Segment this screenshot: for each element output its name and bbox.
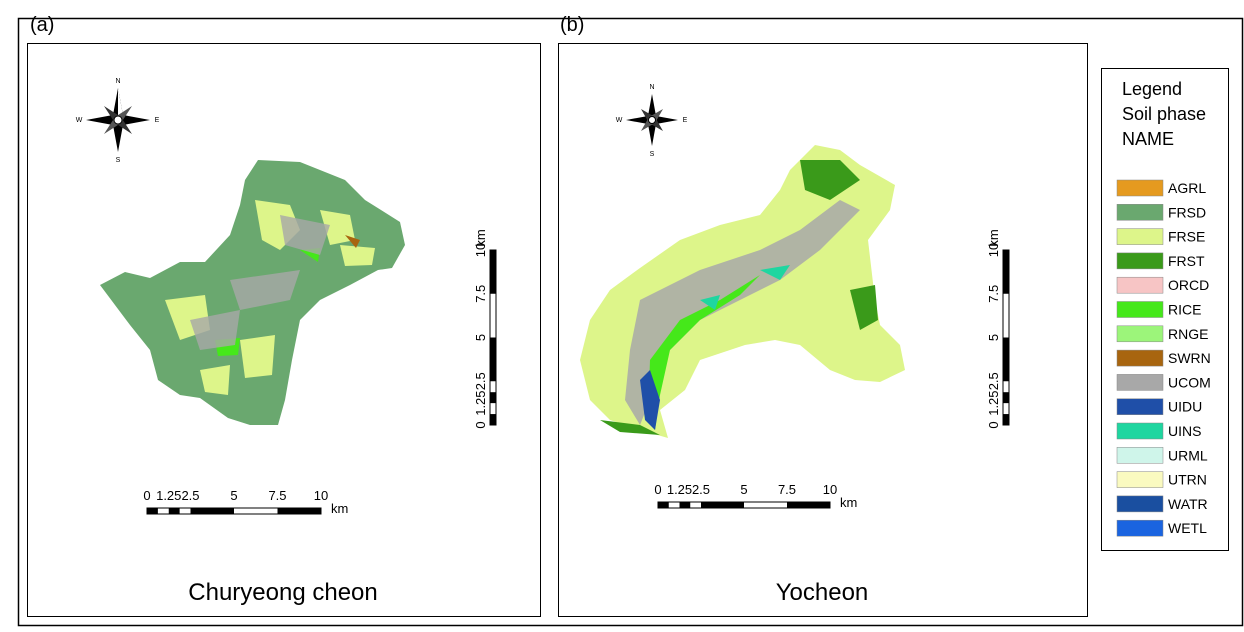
scale-label: 10 [473, 243, 488, 257]
legend-swatch [1116, 276, 1164, 294]
compass-s: S [650, 151, 655, 158]
legend-swatch [1116, 204, 1164, 221]
scale-label: 5 [740, 482, 747, 497]
legend-item-label: RICE [1168, 302, 1201, 318]
scale-label: 5 [230, 488, 237, 503]
legend-item-label: UCOM [1168, 374, 1211, 390]
scale-label: 2.5 [181, 488, 199, 503]
scale-label: 0 [654, 482, 661, 497]
map-frame-a [27, 43, 541, 617]
legend-item-label: FRSD [1168, 204, 1206, 220]
scale-label: 2.5 [986, 372, 1001, 390]
legend-field: NAME [1122, 129, 1174, 149]
scale-label: 2.5 [473, 372, 488, 390]
panel-label: (b) [560, 14, 584, 36]
legend-item-label: UIDU [1168, 399, 1202, 415]
legend-swatch [1116, 252, 1164, 270]
legend-item-label: WATR [1168, 496, 1208, 512]
legend-swatch [1116, 228, 1164, 245]
legend-item-label: RNGE [1168, 326, 1208, 342]
legend-swatch [1116, 398, 1164, 415]
legend-title: Legend [1122, 79, 1182, 99]
compass-rose-b [626, 94, 678, 146]
scale-label: 7.5 [778, 482, 796, 497]
legend-swatch [1116, 374, 1164, 391]
legend-swatch [1116, 422, 1164, 440]
compass-w: W [76, 117, 83, 124]
scale-bar-segment [1003, 337, 1009, 382]
legend-swatch [1116, 519, 1164, 537]
scale-label: 0 [143, 488, 150, 503]
scale-bar-segment [277, 508, 321, 514]
compass-n: N [649, 84, 654, 91]
legend-swatch [1116, 179, 1164, 197]
scale-label: 2.5 [692, 482, 710, 497]
scale-bar-segment [679, 502, 691, 508]
map-frame-b [558, 43, 1088, 617]
legend-swatch [1116, 471, 1164, 488]
scale-bar-segment [190, 508, 234, 514]
scale-unit: km [986, 229, 1001, 246]
scale-unit: km [473, 229, 488, 246]
scale-bar-segment [168, 508, 180, 514]
scale-bar-segment [658, 502, 669, 508]
scale-label: 1.25 [473, 390, 488, 415]
legend-item-label: AGRL [1168, 180, 1206, 196]
legend-swatch [1116, 447, 1164, 464]
compass-rose-a [86, 88, 150, 152]
legend-frame [1101, 68, 1229, 551]
legend-subtitle: Soil phase [1122, 104, 1206, 124]
scale-label: 1.25 [156, 488, 181, 503]
scale-bar-segment [490, 337, 496, 382]
compass-e: E [155, 117, 160, 124]
figure-frame [17, 17, 1244, 627]
scale-bar-segment [490, 250, 496, 294]
map-caption: Yocheon [776, 579, 869, 606]
scale-bar-segment [490, 392, 496, 404]
legend-swatch [1116, 495, 1164, 513]
scale-label: 7.5 [268, 488, 286, 503]
scale-bar-segment [490, 414, 496, 425]
legend-item-label: UTRN [1168, 472, 1207, 488]
legend-item-label: SWRN [1168, 350, 1211, 366]
scale-label: 10 [986, 243, 1001, 257]
scale-label: 5 [473, 334, 488, 341]
scale-label: 1.25 [667, 482, 692, 497]
scale-bar-segment [1003, 414, 1009, 425]
scale-label: 7.5 [473, 285, 488, 303]
compass-w: W [616, 117, 623, 124]
scale-label: 10 [314, 488, 328, 503]
legend-swatch [1116, 325, 1164, 343]
scale-bar-segment [1003, 392, 1009, 404]
scale-bar-segment [1003, 250, 1009, 294]
panel-label: (a) [30, 14, 54, 36]
legend-item-label: FRSE [1168, 229, 1205, 245]
scale-label: 0 [986, 421, 1001, 428]
scale-bar-segment [787, 502, 830, 508]
scale-label: 1.25 [986, 390, 1001, 415]
scale-bar-segment [147, 508, 158, 514]
watershed-map-b [580, 145, 905, 438]
scale-label: 5 [986, 334, 1001, 341]
legend-item-label: URML [1168, 447, 1208, 463]
compass-n: N [115, 78, 120, 85]
legend-swatch [1116, 301, 1164, 318]
legend-item-label: ORCD [1168, 277, 1209, 293]
scale-label: 0 [473, 421, 488, 428]
legend-swatch [1116, 349, 1164, 367]
legend-item-label: WETL [1168, 520, 1207, 536]
scale-label: 10 [823, 482, 837, 497]
watershed-map-a [100, 160, 405, 425]
scale-label: 7.5 [986, 285, 1001, 303]
compass-s: S [116, 157, 121, 164]
scale-unit: km [840, 495, 857, 510]
map-caption: Churyeong cheon [188, 579, 377, 606]
scale-unit: km [331, 501, 348, 516]
legend-item-label: UINS [1168, 423, 1201, 439]
compass-e: E [683, 117, 688, 124]
legend-item-label: FRST [1168, 253, 1205, 269]
scale-bar-segment [701, 502, 744, 508]
